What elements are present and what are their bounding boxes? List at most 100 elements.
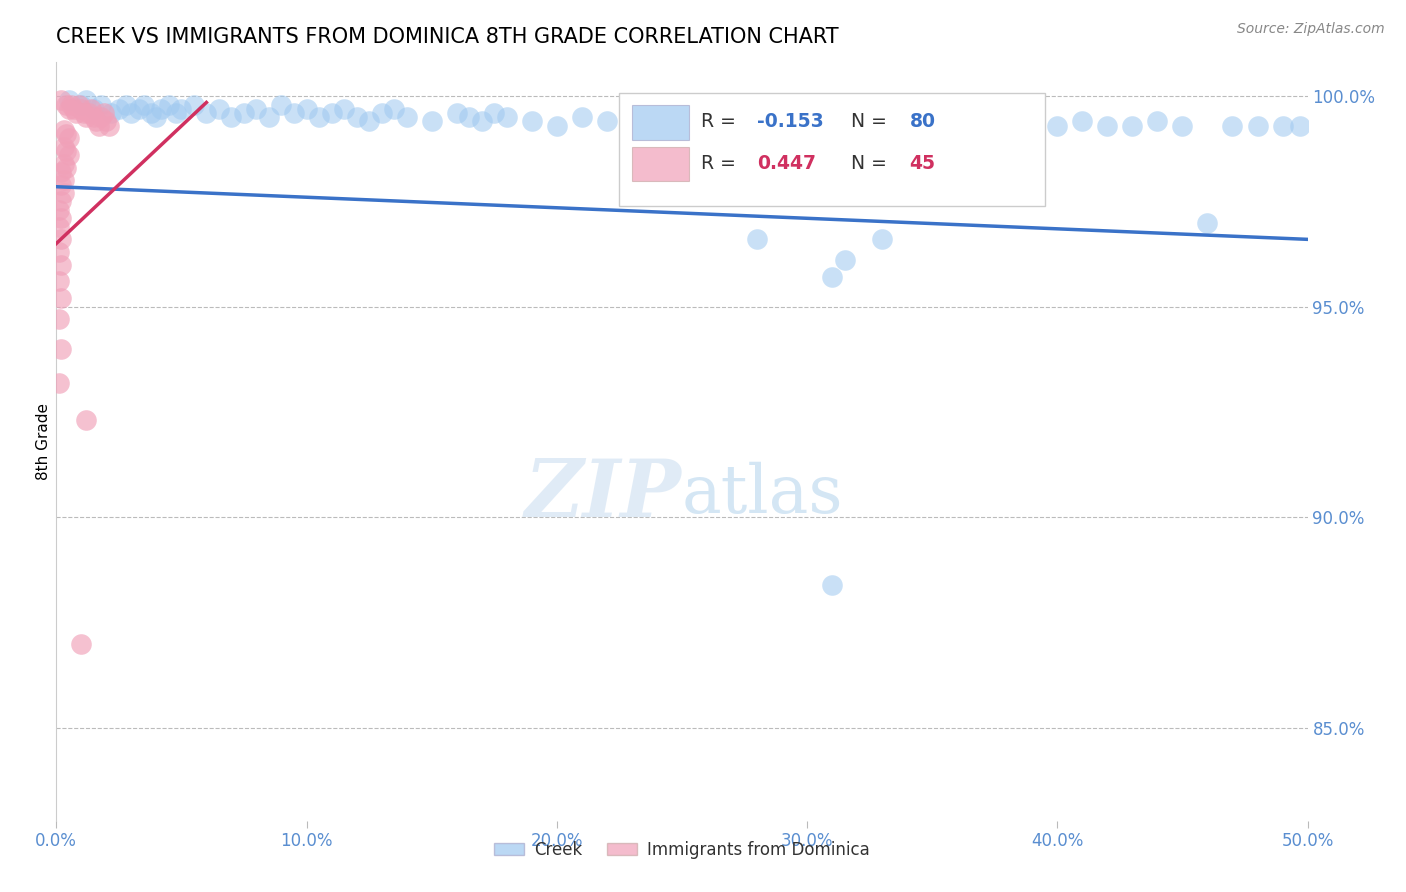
Point: [51, 165, 73, 179]
Point: [846, 119, 869, 133]
Point: [183, 97, 205, 112]
Text: N =: N =: [851, 112, 893, 131]
Point: [70, 97, 93, 112]
Point: [51, 258, 73, 272]
Text: R =: R =: [700, 112, 741, 131]
Point: [73, 106, 96, 120]
Point: [484, 106, 506, 120]
Point: [370, 106, 392, 120]
Point: [221, 110, 243, 124]
Point: [245, 102, 267, 116]
Point: [51, 93, 73, 107]
Point: [145, 110, 167, 124]
Point: [48, 312, 70, 326]
FancyBboxPatch shape: [631, 146, 689, 181]
Point: [295, 102, 318, 116]
Point: [150, 102, 173, 116]
Point: [645, 114, 668, 128]
Point: [96, 114, 118, 128]
FancyBboxPatch shape: [620, 93, 1045, 207]
Point: [58, 93, 80, 107]
Point: [70, 637, 93, 651]
Point: [745, 119, 768, 133]
Point: [321, 106, 343, 120]
Point: [55, 161, 77, 175]
Point: [58, 131, 80, 145]
Point: [1271, 119, 1294, 133]
Point: [132, 97, 155, 112]
Point: [55, 144, 77, 158]
Point: [70, 102, 93, 116]
Point: [495, 110, 517, 124]
Text: Source: ZipAtlas.com: Source: ZipAtlas.com: [1237, 22, 1385, 37]
Point: [48, 244, 70, 259]
Point: [120, 106, 142, 120]
Point: [55, 97, 77, 112]
Point: [1121, 119, 1143, 133]
Point: [83, 110, 105, 124]
Point: [257, 110, 280, 124]
Point: [62, 102, 84, 116]
Point: [458, 110, 481, 124]
Point: [75, 110, 97, 124]
Text: 80: 80: [910, 112, 935, 131]
Point: [51, 211, 73, 226]
Point: [51, 178, 73, 192]
Point: [721, 114, 744, 128]
Point: [208, 102, 231, 116]
Point: [58, 148, 80, 162]
Point: [58, 102, 80, 116]
Point: [84, 114, 107, 128]
Point: [821, 119, 844, 133]
Point: [51, 342, 73, 356]
Point: [995, 119, 1018, 133]
Point: [52, 156, 75, 170]
Point: [48, 275, 70, 289]
Point: [83, 102, 105, 116]
Point: [571, 110, 593, 124]
Point: [80, 102, 103, 116]
Point: [1046, 119, 1069, 133]
Point: [157, 97, 180, 112]
Point: [170, 102, 193, 116]
Point: [1097, 119, 1119, 133]
Point: [165, 106, 187, 120]
Point: [546, 119, 568, 133]
Point: [283, 106, 305, 120]
Point: [1222, 119, 1244, 133]
Text: CREEK VS IMMIGRANTS FROM DOMINICA 8TH GRADE CORRELATION CHART: CREEK VS IMMIGRANTS FROM DOMINICA 8TH GR…: [56, 27, 839, 47]
Point: [97, 119, 120, 133]
Point: [51, 232, 73, 246]
Point: [48, 202, 70, 217]
Point: [1197, 215, 1219, 229]
Point: [52, 123, 75, 137]
Point: [1171, 119, 1194, 133]
Point: [596, 114, 619, 128]
Point: [93, 106, 115, 120]
Point: [395, 110, 418, 124]
Point: [870, 114, 893, 128]
Point: [48, 219, 70, 234]
Point: [921, 114, 943, 128]
Point: [821, 270, 844, 285]
Point: [90, 110, 112, 124]
Point: [359, 114, 381, 128]
Point: [128, 102, 150, 116]
Point: [52, 173, 75, 187]
Point: [52, 186, 75, 200]
Point: [620, 119, 643, 133]
Text: -0.153: -0.153: [756, 112, 824, 131]
Point: [60, 97, 83, 112]
Point: [1021, 114, 1043, 128]
Point: [834, 114, 856, 128]
FancyBboxPatch shape: [631, 105, 689, 140]
Point: [100, 106, 122, 120]
Point: [1071, 114, 1094, 128]
Text: 45: 45: [910, 153, 935, 173]
Point: [382, 102, 405, 116]
Point: [90, 97, 112, 112]
Point: [346, 110, 368, 124]
Point: [48, 376, 70, 390]
Point: [115, 97, 138, 112]
Point: [77, 106, 100, 120]
